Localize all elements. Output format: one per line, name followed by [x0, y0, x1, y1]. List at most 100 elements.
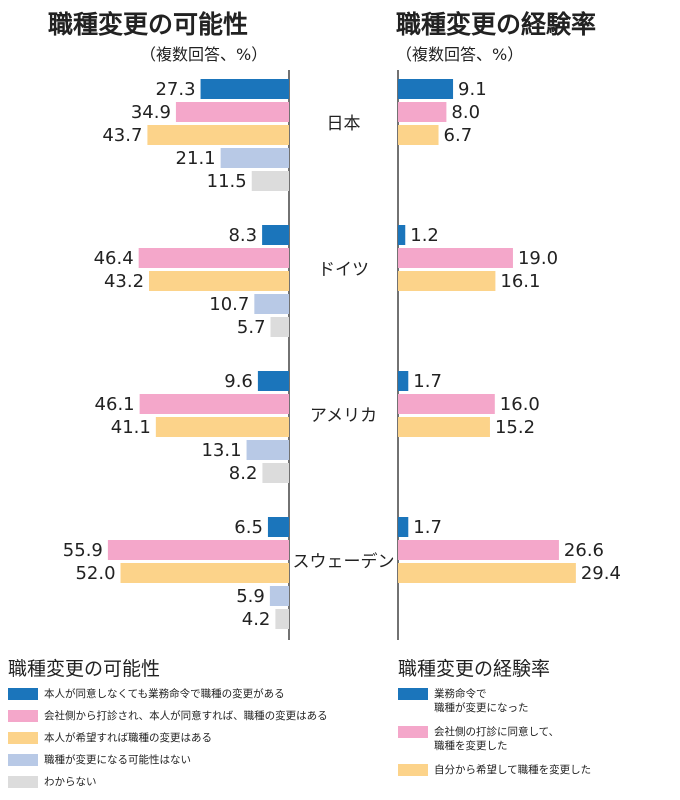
legend-title: 職種変更の経験率	[398, 658, 551, 680]
legend-item: 職種が変更になる可能性はない	[8, 753, 388, 767]
value-label-left-3-1: 55.9	[63, 540, 103, 561]
value-label-left-2-3: 13.1	[201, 440, 241, 461]
bar-right-3-1	[398, 540, 559, 560]
value-label-left-0-4: 11.5	[207, 171, 247, 192]
bar-left-3-0	[267, 517, 289, 537]
bar-right-2-2	[398, 417, 490, 437]
bar-left-3-3	[269, 586, 289, 606]
value-label-right-3-1: 26.6	[564, 540, 604, 561]
bar-right-0-0	[398, 79, 454, 99]
value-label-right-2-1: 16.0	[500, 394, 540, 415]
value-label-left-1-1: 46.4	[94, 248, 134, 269]
legend-swatch	[8, 732, 38, 744]
legend-item: 本人が希望すれば職種の変更はある	[8, 731, 388, 745]
value-label-right-0-2: 6.7	[444, 125, 473, 146]
legend-item: 業務命令で 職種が変更になった	[398, 687, 668, 715]
chart-marks: 27.334.943.7 21.111.5 9.18.06.7 日本 8.3 46.443…	[63, 70, 621, 640]
bar-right-1-0	[398, 225, 406, 245]
legend-title: 職種変更の可能性	[8, 658, 161, 680]
value-label-right-2-0: 1.7	[413, 371, 442, 392]
bar-right-0-2	[398, 125, 439, 145]
legend-swatch	[8, 710, 38, 722]
value-label-left-3-4: 4.2	[242, 609, 271, 630]
bar-left-0-3	[220, 148, 289, 168]
legend-possibility: 職種変更の可能性 本人が同意しなくても業務命令で職種の変更がある会社側から打診さ…	[8, 654, 388, 797]
legend-label: 職種が変更になる可能性はない	[44, 754, 191, 766]
bar-left-3-1	[107, 540, 289, 560]
value-label-left-1-3: 10.7	[209, 294, 249, 315]
legend-label: 会社側の打診に同意して、 職種を変更した	[434, 726, 560, 752]
legend-label: 本人が同意しなくても業務命令で職種の変更がある	[44, 688, 285, 700]
legend-items: 本人が同意しなくても業務命令で職種の変更がある会社側から打診され、本人が同意すれ…	[8, 687, 388, 789]
country-label: アメリカ	[310, 406, 377, 426]
value-label-left-2-1: 46.1	[95, 394, 135, 415]
value-label-left-3-2: 52.0	[75, 563, 115, 584]
bar-left-2-4	[262, 463, 289, 483]
bar-left-1-4	[270, 317, 289, 337]
value-label-left-0-3: 21.1	[176, 148, 216, 169]
value-label-left-2-4: 8.2	[229, 463, 258, 484]
legend-label: 会社側から打診され、本人が同意すれば、職種の変更はある	[44, 710, 328, 722]
bar-left-3-2	[120, 563, 290, 583]
country-label: スウェーデン	[293, 551, 395, 572]
bar-left-1-0	[262, 225, 289, 245]
legend-swatch	[8, 776, 38, 788]
value-label-right-0-1: 8.0	[451, 102, 480, 123]
bar-left-2-0	[257, 371, 289, 391]
country-label: ドイツ	[318, 260, 369, 280]
bar-left-2-3	[246, 440, 289, 460]
value-label-left-2-0: 9.6	[224, 371, 253, 392]
value-label-right-3-2: 29.4	[581, 563, 621, 584]
bar-left-0-4	[251, 171, 289, 191]
legend-label: 自分から希望して職種を変更した	[434, 764, 592, 776]
bar-left-1-3	[254, 294, 289, 314]
value-label-left-3-0: 6.5	[234, 517, 263, 538]
legend-item: 会社側の打診に同意して、 職種を変更した	[398, 725, 668, 753]
value-label-right-3-0: 1.7	[413, 517, 442, 538]
bar-right-3-2	[398, 563, 576, 583]
legend-item: わからない	[8, 775, 388, 789]
legend-label: 本人が希望すれば職種の変更はある	[44, 732, 212, 744]
bar-left-0-2	[147, 125, 289, 145]
legend-item: 自分から希望して職種を変更した	[398, 763, 668, 777]
legend-item: 本人が同意しなくても業務命令で職種の変更がある	[8, 687, 388, 701]
legend-swatch	[398, 688, 428, 700]
legend-swatch	[8, 754, 38, 766]
value-label-right-0-0: 9.1	[458, 79, 487, 100]
legend-item: 会社側から打診され、本人が同意すれば、職種の変更はある	[8, 709, 388, 723]
value-label-left-1-0: 8.3	[228, 225, 257, 246]
value-label-left-1-2: 43.2	[104, 271, 144, 292]
bar-right-0-1	[398, 102, 447, 122]
value-label-right-1-2: 16.1	[500, 271, 540, 292]
bar-right-3-0	[398, 517, 409, 537]
bar-left-2-2	[155, 417, 289, 437]
legend-items: 業務命令で 職種が変更になった会社側の打診に同意して、 職種を変更した自分から希…	[398, 687, 668, 777]
country-label: 日本	[327, 114, 361, 134]
value-label-left-3-3: 5.9	[236, 586, 265, 607]
bar-left-1-2	[149, 271, 289, 291]
bar-left-1-1	[138, 248, 289, 268]
value-label-right-1-0: 1.2	[410, 225, 439, 246]
bar-left-3-4	[275, 609, 289, 629]
bar-right-2-0	[398, 371, 409, 391]
right-chart-title: 職種変更の経験率	[396, 10, 596, 39]
bar-right-2-1	[398, 394, 495, 414]
value-label-left-0-2: 43.7	[102, 125, 142, 146]
bar-left-0-1	[175, 102, 289, 122]
value-label-left-0-1: 34.9	[131, 102, 171, 123]
value-label-left-2-2: 41.1	[111, 417, 151, 438]
legend-swatch	[398, 764, 428, 776]
legend-label: わからない	[44, 776, 97, 788]
value-label-right-1-1: 19.0	[518, 248, 558, 269]
left-chart-title: 職種変更の可能性	[48, 10, 248, 39]
right-chart-subtitle: （複数回答、%）	[396, 45, 523, 64]
value-label-left-1-4: 5.7	[237, 317, 266, 338]
left-chart-subtitle: （複数回答、%）	[140, 45, 267, 64]
bar-left-0-0	[200, 79, 289, 99]
legend-swatch	[398, 726, 428, 738]
bar-right-1-2	[398, 271, 496, 291]
value-label-left-0-0: 27.3	[155, 79, 195, 100]
legend-experience: 職種変更の経験率 業務命令で 職種が変更になった会社側の打診に同意して、 職種を…	[398, 654, 668, 787]
legend-label: 業務命令で 職種が変更になった	[434, 688, 529, 714]
